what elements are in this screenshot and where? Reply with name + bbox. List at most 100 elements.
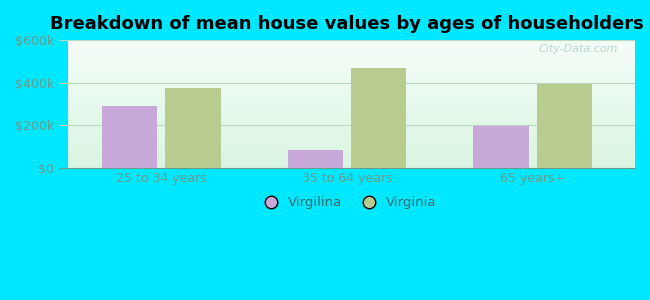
Bar — [68, 113, 650, 114]
Bar — [536, 84, 592, 168]
Bar — [68, 56, 650, 57]
Bar — [68, 65, 650, 66]
Bar — [68, 101, 650, 102]
Bar — [68, 66, 650, 67]
Bar — [68, 118, 650, 119]
Bar — [68, 40, 650, 41]
Bar — [68, 122, 650, 123]
Bar — [68, 151, 650, 152]
Bar — [68, 72, 650, 73]
Bar — [68, 80, 650, 81]
Bar — [68, 58, 650, 59]
Bar — [68, 125, 650, 126]
Bar — [68, 45, 650, 46]
Bar — [68, 69, 650, 70]
Bar — [68, 73, 650, 74]
Bar — [68, 82, 650, 83]
Bar — [68, 59, 650, 60]
Bar — [68, 88, 650, 89]
Bar — [68, 85, 650, 86]
Bar — [101, 106, 157, 168]
Bar — [68, 136, 650, 137]
Bar — [68, 51, 650, 52]
Bar — [68, 75, 650, 76]
Bar — [68, 61, 650, 62]
Bar — [68, 77, 650, 78]
Bar — [68, 99, 650, 100]
Bar — [68, 154, 650, 155]
Bar — [68, 89, 650, 90]
Bar — [473, 126, 529, 168]
Legend: Virgilina, Virginia: Virgilina, Virginia — [252, 191, 441, 214]
Bar — [68, 159, 650, 160]
Bar — [68, 62, 650, 63]
Bar — [68, 47, 650, 48]
Bar — [68, 123, 650, 124]
Bar — [68, 74, 650, 75]
Bar — [68, 129, 650, 130]
Bar — [68, 44, 650, 45]
Bar — [68, 57, 650, 58]
Bar — [68, 167, 650, 168]
Bar — [68, 100, 650, 101]
Bar — [68, 48, 650, 49]
Bar — [68, 49, 650, 50]
Bar — [68, 92, 650, 93]
Bar — [68, 68, 650, 69]
Bar — [68, 114, 650, 115]
Bar — [68, 83, 650, 84]
Bar — [68, 148, 650, 149]
Bar — [68, 103, 650, 104]
Bar — [68, 131, 650, 132]
Bar — [68, 85, 650, 86]
Bar — [68, 116, 650, 117]
Bar — [68, 86, 650, 87]
Bar — [68, 60, 650, 61]
Bar — [68, 119, 650, 120]
Bar — [68, 50, 650, 51]
Bar — [68, 121, 650, 122]
Bar — [68, 90, 650, 91]
Bar — [68, 84, 650, 85]
Bar — [68, 67, 650, 68]
Title: Breakdown of mean house values by ages of householders: Breakdown of mean house values by ages o… — [50, 15, 644, 33]
Bar — [68, 42, 650, 43]
Bar — [68, 153, 650, 154]
Bar — [351, 68, 406, 168]
Bar — [68, 43, 650, 44]
Bar — [68, 87, 650, 88]
Bar — [68, 70, 650, 71]
Bar — [68, 140, 650, 141]
Bar — [68, 142, 650, 143]
Bar — [68, 156, 650, 157]
Bar — [68, 146, 650, 147]
Bar — [68, 120, 650, 121]
Bar — [68, 124, 650, 125]
Bar — [68, 117, 650, 118]
Text: City-Data.com: City-Data.com — [538, 44, 617, 54]
Bar — [68, 132, 650, 133]
Bar — [68, 46, 650, 47]
Bar — [68, 152, 650, 153]
Bar — [68, 133, 650, 134]
Bar — [68, 126, 650, 127]
Bar — [68, 164, 650, 165]
Bar — [68, 162, 650, 163]
Bar — [68, 78, 650, 79]
Bar — [68, 71, 650, 72]
Bar — [68, 63, 650, 64]
Bar — [68, 150, 650, 151]
Bar — [68, 94, 650, 95]
Bar — [68, 108, 650, 109]
Bar — [68, 160, 650, 161]
Bar — [68, 115, 650, 116]
Bar — [68, 147, 650, 148]
Bar — [68, 157, 650, 158]
Bar — [68, 141, 650, 142]
Bar — [68, 104, 650, 105]
Bar — [68, 138, 650, 139]
Bar — [68, 139, 650, 140]
Bar — [287, 149, 343, 168]
Bar — [68, 53, 650, 54]
Bar — [68, 91, 650, 92]
